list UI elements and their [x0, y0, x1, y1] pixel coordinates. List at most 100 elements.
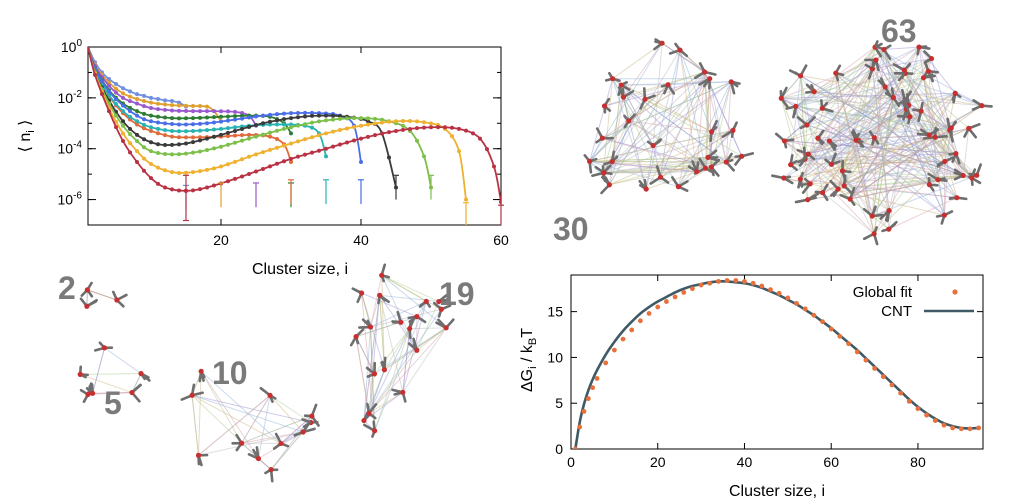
bond-line	[402, 327, 447, 393]
oxygen-atom	[198, 368, 204, 374]
global-fit-point	[698, 282, 704, 288]
oxygen-atom	[807, 181, 813, 187]
chart-a-data-point	[134, 92, 139, 97]
bond-line	[871, 97, 894, 217]
bond-line	[784, 107, 823, 142]
bond-line	[872, 68, 983, 107]
oxygen-atom	[620, 94, 627, 100]
chart-a-data-point	[120, 119, 125, 124]
chart-a-data-point	[407, 126, 412, 131]
bond-line	[661, 42, 705, 73]
global-fit-point	[707, 280, 713, 286]
bond-line	[817, 68, 873, 139]
oxygen-atom	[694, 168, 700, 175]
oxygen-atom	[952, 90, 958, 96]
chart-a-data-point	[127, 99, 132, 104]
bond-line	[704, 71, 743, 157]
bond-line	[131, 373, 142, 393]
bond-line	[849, 97, 894, 200]
chart-a-data-point	[169, 152, 174, 157]
chart-b-ylabel: ΔGi / kBT	[519, 328, 539, 392]
bond-line	[696, 71, 706, 172]
chart-a-data-point	[309, 135, 314, 140]
bond-line	[962, 128, 970, 176]
chart-a-data-point	[239, 126, 244, 131]
chart-a-data-point	[253, 152, 258, 157]
chart-a-data-point	[337, 142, 342, 147]
bond-line	[241, 395, 271, 444]
chart-a-data-point	[267, 134, 272, 139]
bond-line	[589, 42, 663, 162]
chart-a-data-point	[281, 117, 286, 122]
bond-line	[381, 274, 439, 303]
cluster-distribution-chart: 20 40 60 100 10-2 10-4 10-6 Cluster size, i ⟨ …	[17, 38, 509, 278]
global-fit-point	[590, 385, 596, 391]
bond-line	[784, 140, 956, 155]
bond-line	[191, 394, 304, 433]
bond-line	[589, 156, 709, 162]
oxygen-atom	[928, 55, 935, 62]
bond-line	[784, 140, 956, 155]
bond-line	[355, 336, 375, 375]
bond-line	[704, 78, 711, 169]
chart-a-data-point	[176, 129, 181, 134]
global-fit-point	[863, 357, 869, 363]
oxygen-atom	[367, 324, 374, 330]
chart-b-ytick-label: 5	[555, 395, 563, 411]
chart-a-data-point	[92, 72, 97, 77]
chart-a-data-point	[155, 107, 160, 112]
chart-a-data-point	[197, 121, 202, 126]
bond-line	[603, 81, 732, 174]
bond-line	[903, 69, 952, 129]
oxygen-atom	[926, 182, 932, 188]
chart-a-data-point	[169, 187, 174, 192]
chart-a-data-point	[183, 170, 188, 175]
chart-a-data-point	[176, 152, 181, 157]
global-fit-point	[906, 398, 912, 404]
bond-line	[858, 140, 956, 155]
chart-a-ytick-label: 10-6	[58, 191, 83, 208]
bond-line	[355, 316, 418, 338]
bond-line	[814, 91, 905, 102]
bond-line	[873, 97, 894, 234]
chart-a-data-point	[288, 111, 293, 116]
chart-a-data-point	[113, 86, 118, 91]
bond-line	[368, 369, 385, 414]
chart-a-data-point	[197, 187, 202, 192]
chart-a-data-point	[344, 116, 349, 121]
bond-line	[806, 124, 972, 179]
bond-line	[808, 153, 972, 179]
chart-a-data-point	[358, 123, 363, 128]
chart-a-data-point	[232, 176, 237, 181]
bond-line	[707, 81, 732, 158]
chart-a-data-point	[281, 111, 286, 116]
bond-line	[191, 395, 200, 456]
oxygen-atom	[819, 105, 825, 111]
chart-a-data-point	[267, 122, 272, 127]
chart-a-data-point	[113, 113, 118, 118]
bond-line	[918, 47, 945, 216]
chart-a-data-point	[190, 109, 195, 114]
oxygen-atom	[642, 96, 648, 102]
chart-a-data-point	[127, 141, 132, 146]
bond-line	[92, 392, 132, 394]
chart-a-series-line	[88, 47, 467, 200]
bond-line	[589, 78, 614, 162]
bond-line	[943, 130, 951, 216]
bond-line	[374, 301, 427, 431]
chart-a-data-point	[295, 110, 300, 115]
bond-line	[368, 369, 385, 414]
oxygen-atom	[793, 103, 799, 109]
bond-line	[784, 59, 877, 142]
chart-a-data-point	[120, 131, 125, 136]
chart-a-data-point	[176, 142, 181, 147]
bond-line	[355, 336, 370, 414]
global-fit-point	[915, 406, 921, 412]
chart-a-data-point	[414, 126, 419, 131]
chart-a-data-point	[134, 132, 139, 137]
bond-line	[883, 46, 920, 50]
chart-a-data-point	[162, 107, 167, 112]
bond-line	[807, 174, 977, 201]
chart-a-data-point	[141, 122, 146, 127]
bond-line	[884, 86, 939, 180]
